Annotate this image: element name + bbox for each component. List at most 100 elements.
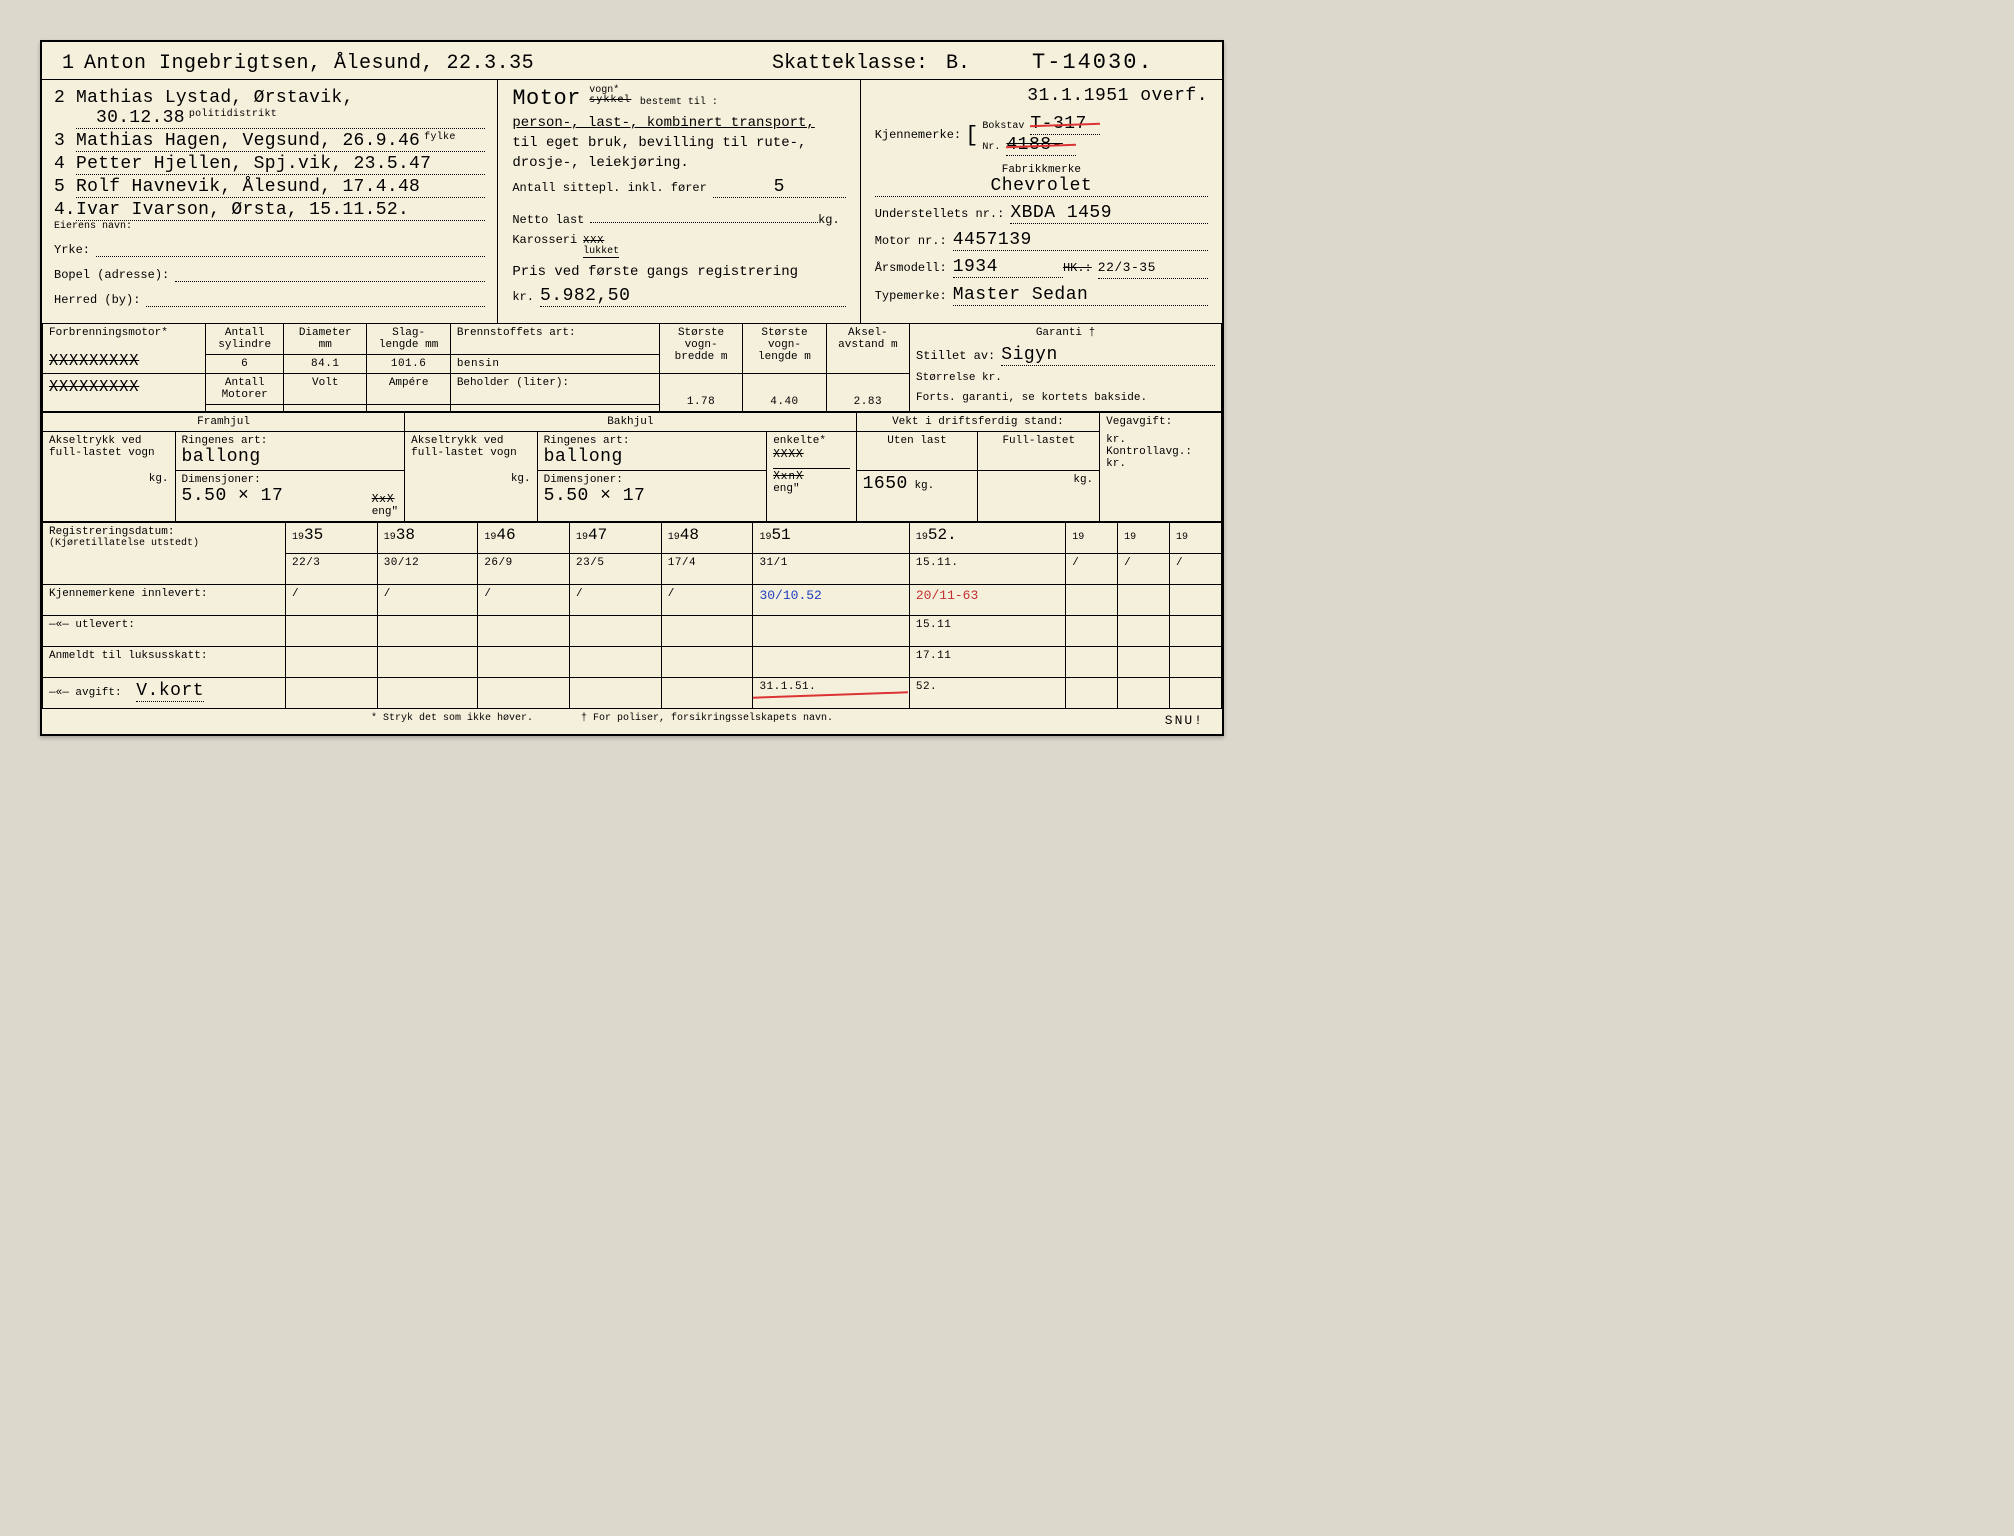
dates-table: Registreringsdatum: (Kjøretillatelse uts…: [42, 522, 1222, 709]
engine-nr-value: 4457139: [953, 230, 1208, 251]
owner-5: Rolf Havnevik, Ålesund, 17.4.48: [76, 177, 485, 198]
karosseri-label: Karosseri: [512, 233, 577, 247]
front-tire-type-value: ballong: [182, 447, 399, 467]
laden-label: Full-lastet: [978, 432, 1100, 471]
seats-label: Antall sittepl. inkl. fører: [512, 181, 706, 195]
wheel-table: Framhjul Bakhjul Vekt i driftsferdig sta…: [42, 412, 1222, 522]
owner-1-num: 1: [62, 52, 84, 75]
dates-avgift-row: —«— avgift: V.kort 31.1.51. 52.: [43, 678, 1222, 709]
owner-3: Mathias Hagen, Vegsund, 26.9.46fylke: [76, 131, 485, 152]
engine-nr-label: Motor nr.:: [875, 234, 947, 248]
owner-5-num: 5: [54, 177, 76, 198]
type-value: Master Sedan: [953, 285, 1208, 306]
engine-table: Forbrenningsmotor* XXXXXXXXX Antall syli…: [42, 323, 1222, 412]
bestemt-label: bestemt til :: [640, 97, 718, 108]
front-tire-type-label: Ringenes art:: [182, 435, 399, 447]
guarantee-label: Garanti †: [916, 327, 1215, 339]
length-value: 4.40: [743, 374, 826, 412]
rear-tire-type-label: Ringenes art:: [544, 435, 761, 447]
road-tax-label: Vegavgift:: [1106, 416, 1215, 428]
vehicle-column: 31.1.1951 overf. Kjennemerke: [ Bokstav …: [861, 80, 1222, 323]
unladen-value: 1650: [863, 474, 908, 494]
price-value: 5.982,50: [540, 286, 846, 307]
dates-luksus-row: Anmeldt til luksusskatt: 17.11: [43, 647, 1222, 678]
price-label: Pris ved første gangs registrering: [512, 264, 845, 280]
owners-column: 2 Mathias Lystad, Ørstavik, 30.12.38poli…: [42, 80, 498, 323]
netto-value: [590, 204, 818, 223]
stillet-value: Sigyn: [1001, 345, 1215, 366]
dates-year-row: Registreringsdatum: (Kjøretillatelse uts…: [43, 523, 1222, 554]
front-axle-kg: kg.: [49, 473, 169, 485]
twin-label: XXXX: [773, 447, 849, 460]
stillet-label: Stillet av:: [916, 349, 995, 363]
registration-number: T-14030.: [1032, 50, 1202, 75]
rear-dim-label: Dimensjoner:: [544, 474, 761, 486]
hk-value: 22/3-35: [1098, 260, 1208, 279]
unladen-label: Uten last: [856, 432, 978, 471]
cyl-value: 6: [206, 355, 284, 374]
eng-label: eng": [773, 483, 799, 495]
dates-utlevert-row: —«— utlevert: 15.11: [43, 616, 1222, 647]
plate-nr-value: 4188-: [1006, 135, 1076, 156]
footnote-2: † For poliser, forsikringsselskapets nav…: [581, 713, 833, 724]
netto-unit: kg.: [818, 213, 840, 227]
dia-label: Diameter mm: [284, 324, 367, 355]
footnote-1: * Stryk det som ikke høver.: [371, 713, 533, 724]
tank-label: Beholder (liter):: [450, 374, 659, 405]
hk-label: HK.:: [1063, 261, 1092, 275]
herred-value: [146, 292, 485, 307]
type-label: Typemerke:: [875, 289, 947, 303]
amp-label: Ampére: [367, 374, 450, 405]
wheelbase-label: Aksel-avstand m: [833, 327, 903, 351]
chassis-value: XBDA 1459: [1010, 203, 1208, 224]
width-label: Største vogn-bredde m: [666, 327, 736, 363]
weight-header: Vekt i driftsferdig stand:: [856, 413, 1100, 432]
motor-title-row: Motor vogn* sykkel bestemt til :: [512, 86, 845, 111]
kontroll-kr: kr.: [1106, 458, 1215, 470]
footer: * Stryk det som ikke høver. † For polise…: [42, 709, 1222, 734]
main-columns: 2 Mathias Lystad, Ørstavik, 30.12.38poli…: [42, 79, 1222, 323]
motor-word: Motor: [512, 86, 581, 111]
bopel-value: [175, 267, 485, 282]
innlevert-label: Kjennemerkene innlevert:: [43, 585, 286, 616]
plate-letter-value: T-317: [1030, 114, 1100, 135]
purpose-line-3: drosje-, leiekjøring.: [512, 155, 845, 171]
avgift-label: —«— avgift:: [49, 687, 122, 699]
avgift-value: V.kort: [136, 681, 204, 702]
tax-class: Skatteklasse: B.: [772, 52, 1032, 75]
karosseri-closed: lukket: [583, 246, 619, 257]
chassis-label: Understellets nr.:: [875, 207, 1005, 221]
dates-innlevert-row: Kjennemerkene innlevert: /// // 30/10.52…: [43, 585, 1222, 616]
netto-label: Netto last: [512, 213, 584, 227]
rear-axle-kg: kg.: [411, 473, 531, 485]
dia-value: 84.1: [284, 355, 367, 374]
motor-sub-sykkel: sykkel: [589, 94, 631, 105]
slag-value: 101.6: [367, 355, 450, 374]
width-value: 1.78: [659, 374, 742, 412]
combustion-label: Forbrenningsmotor*: [49, 327, 199, 339]
motors-label: Antall Motorer: [206, 374, 284, 405]
owner-4: Petter Hjellen, Spj.vik, 23.5.47: [76, 154, 485, 175]
road-tax-kr: kr.: [1106, 434, 1215, 446]
seats-value: 5: [713, 177, 846, 198]
rear-axle-label: Akseltrykk ved full-lastet vogn: [411, 435, 531, 459]
yrke-label: Yrke:: [54, 243, 90, 257]
length-label: Største vogn-lengde m: [749, 327, 819, 363]
damp-x: XXXXXXXXX: [49, 351, 199, 369]
registration-card: 1 Anton Ingebrigtsen, Ålesund, 22.3.35 S…: [40, 40, 1224, 736]
herred-label: Herred (by):: [54, 293, 140, 307]
eier-label: Eierens navn:: [54, 221, 485, 232]
front-axle-label: Akseltrykk ved full-lastet vogn: [49, 435, 169, 459]
yrke-value: [96, 242, 485, 257]
slag-label: Slag-lengde mm: [367, 324, 450, 355]
rear-dim-value: 5.50 × 17: [544, 486, 761, 506]
owner-6-num: 4.: [54, 200, 76, 221]
volt-label: Volt: [284, 374, 367, 405]
transfer-date: 31.1.1951 overf.: [875, 86, 1208, 106]
owner-2-num: 2: [54, 88, 76, 129]
motor-column: Motor vogn* sykkel bestemt til : person-…: [498, 80, 860, 323]
plate-letter-label: Bokstav: [982, 121, 1024, 132]
fuel-label: Brennstoffets art:: [450, 324, 659, 355]
owner-3-num: 3: [54, 131, 76, 152]
owner-2: Mathias Lystad, Ørstavik, 30.12.38politi…: [76, 88, 485, 129]
